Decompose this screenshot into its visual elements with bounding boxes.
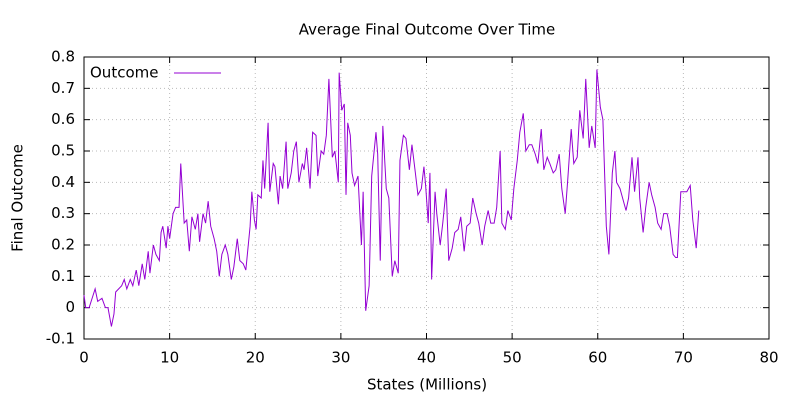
y-tick-label: 0.3: [51, 204, 75, 222]
x-tick-label: 0: [79, 349, 89, 367]
y-tick-label: 0.7: [51, 79, 75, 97]
legend-label: Outcome: [90, 64, 158, 82]
y-tick-label: 0.2: [51, 236, 75, 254]
plot-frame: [83, 56, 770, 340]
x-tick-label: 20: [246, 349, 265, 367]
x-tick-label: 80: [759, 349, 778, 367]
y-tick-label: 0.4: [51, 173, 75, 191]
x-tick-label: 60: [588, 349, 607, 367]
x-tick-label: 10: [160, 349, 179, 367]
y-tick-label: -0.1: [46, 330, 75, 348]
x-tick-label: 70: [674, 349, 693, 367]
x-tick-label: 50: [503, 349, 522, 367]
y-axis-label: Final Outcome: [9, 144, 27, 252]
x-axis-label: States (Millions): [367, 376, 487, 394]
y-tick-label: 0.1: [51, 267, 75, 285]
chart-title: Average Final Outcome Over Time: [299, 21, 556, 39]
y-tick-label: 0.8: [51, 48, 75, 66]
x-tick-label: 30: [331, 349, 350, 367]
y-tick-label: 0.5: [51, 142, 75, 160]
y-tick-label: 0: [65, 298, 75, 316]
data-line: [83, 69, 700, 327]
x-tick-label: 40: [417, 349, 436, 367]
y-tick-label: 0.6: [51, 110, 75, 128]
